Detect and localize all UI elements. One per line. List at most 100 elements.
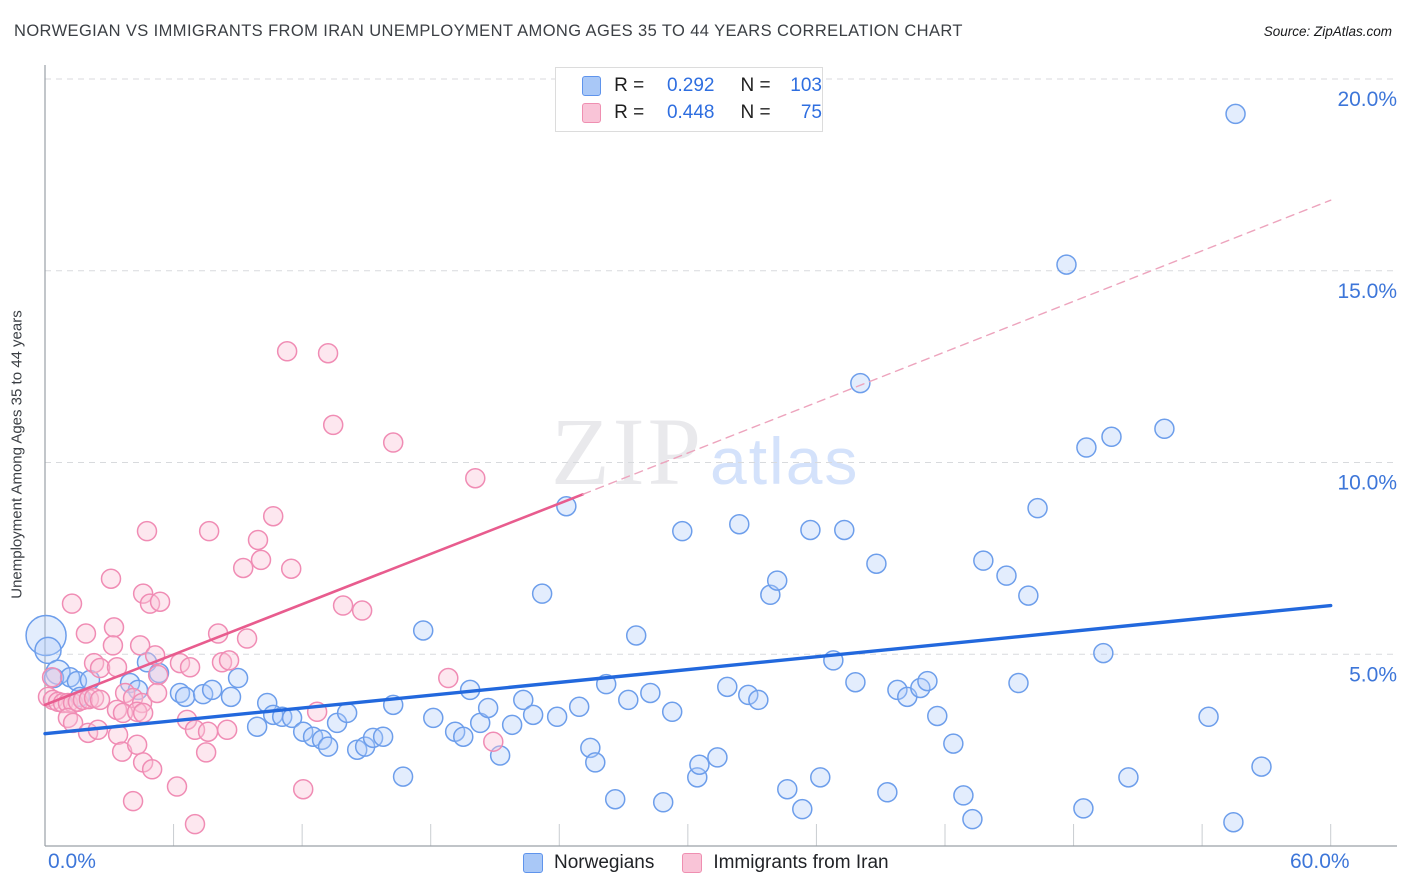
data-point-immigrants-from-iran[interactable] xyxy=(61,593,83,614)
data-point-immigrants-from-iran[interactable] xyxy=(166,776,188,797)
data-point-immigrants-from-iran[interactable] xyxy=(75,623,97,644)
data-point-norwegians[interactable] xyxy=(220,686,242,708)
data-point-norwegians[interactable] xyxy=(1225,103,1246,125)
data-point-immigrants-from-iran[interactable] xyxy=(438,667,459,689)
data-point-immigrants-from-iran[interactable] xyxy=(100,568,122,589)
data-point-norwegians[interactable] xyxy=(1008,672,1029,694)
data-point-norwegians[interactable] xyxy=(810,767,831,788)
data-point-norwegians[interactable] xyxy=(585,752,606,773)
data-point-norwegians[interactable] xyxy=(522,704,544,726)
data-point-norwegians[interactable] xyxy=(513,689,534,711)
data-point-norwegians[interactable] xyxy=(717,676,738,698)
data-point-norwegians[interactable] xyxy=(845,671,866,693)
data-point-immigrants-from-iran[interactable] xyxy=(41,667,63,688)
data-point-norwegians[interactable] xyxy=(1073,798,1094,819)
data-point-norwegians[interactable] xyxy=(1251,756,1272,777)
data-point-norwegians[interactable] xyxy=(1118,767,1139,788)
data-point-norwegians[interactable] xyxy=(850,372,871,394)
data-point-norwegians[interactable] xyxy=(1056,254,1077,275)
data-point-immigrants-from-iran[interactable] xyxy=(179,657,201,678)
data-point-norwegians[interactable] xyxy=(423,707,444,729)
data-point-immigrants-from-iran[interactable] xyxy=(141,759,163,780)
data-point-immigrants-from-iran[interactable] xyxy=(89,657,111,679)
data-point-norwegians[interactable] xyxy=(834,519,855,541)
data-point-norwegians[interactable] xyxy=(1198,706,1219,728)
data-point-immigrants-from-iran[interactable] xyxy=(195,742,217,763)
data-point-norwegians[interactable] xyxy=(962,808,983,830)
data-point-immigrants-from-iran[interactable] xyxy=(216,719,238,741)
data-point-norwegians[interactable] xyxy=(652,792,674,813)
data-point-norwegians[interactable] xyxy=(640,682,661,704)
data-point-norwegians[interactable] xyxy=(973,550,994,571)
data-point-norwegians[interactable] xyxy=(792,798,813,820)
data-point-norwegians[interactable] xyxy=(729,513,750,535)
data-point-norwegians[interactable] xyxy=(1018,585,1039,606)
data-point-immigrants-from-iran[interactable] xyxy=(382,432,404,453)
data-point-immigrants-from-iran[interactable] xyxy=(351,600,373,621)
data-point-immigrants-from-iran[interactable] xyxy=(465,467,486,489)
data-point-norwegians[interactable] xyxy=(1223,811,1244,833)
data-point-norwegians[interactable] xyxy=(877,782,898,803)
data-point-norwegians[interactable] xyxy=(501,714,523,736)
data-point-immigrants-from-iran[interactable] xyxy=(247,529,269,551)
data-point-immigrants-from-iran[interactable] xyxy=(198,520,220,542)
data-point-norwegians[interactable] xyxy=(689,754,710,775)
data-point-norwegians[interactable] xyxy=(661,701,683,723)
data-point-immigrants-from-iran[interactable] xyxy=(132,702,154,724)
data-point-immigrants-from-iran[interactable] xyxy=(184,813,206,835)
data-point-immigrants-from-iran[interactable] xyxy=(292,778,314,800)
data-point-immigrants-from-iran[interactable] xyxy=(483,731,504,752)
data-point-immigrants-from-iran[interactable] xyxy=(322,414,344,436)
data-point-norwegians[interactable] xyxy=(412,620,434,641)
data-point-norwegians[interactable] xyxy=(866,553,887,574)
data-point-immigrants-from-iran[interactable] xyxy=(132,583,154,604)
data-point-norwegians[interactable] xyxy=(1101,426,1122,448)
data-point-norwegians[interactable] xyxy=(943,733,964,754)
data-point-immigrants-from-iran[interactable] xyxy=(122,790,144,812)
data-point-immigrants-from-iran[interactable] xyxy=(102,635,124,656)
data-point-immigrants-from-iran[interactable] xyxy=(126,701,148,723)
data-point-norwegians[interactable] xyxy=(119,672,141,694)
data-point-immigrants-from-iran[interactable] xyxy=(149,591,171,612)
data-point-norwegians[interactable] xyxy=(953,785,974,806)
data-point-norwegians[interactable] xyxy=(317,736,339,757)
data-point-immigrants-from-iran[interactable] xyxy=(332,595,354,616)
data-point-norwegians[interactable] xyxy=(227,667,249,689)
data-point-immigrants-from-iran[interactable] xyxy=(136,520,158,542)
data-point-norwegians[interactable] xyxy=(618,689,639,711)
data-point-norwegians[interactable] xyxy=(174,686,196,708)
data-point-norwegians[interactable] xyxy=(625,625,647,646)
data-point-immigrants-from-iran[interactable] xyxy=(139,593,161,614)
data-point-norwegians[interactable] xyxy=(777,778,798,800)
data-point-norwegians[interactable] xyxy=(766,570,788,591)
data-point-immigrants-from-iran[interactable] xyxy=(211,652,233,673)
data-point-norwegians[interactable] xyxy=(336,702,358,724)
data-point-norwegians[interactable] xyxy=(748,689,769,711)
data-point-norwegians[interactable] xyxy=(800,519,821,541)
data-point-immigrants-from-iran[interactable] xyxy=(276,341,298,362)
data-point-immigrants-from-iran[interactable] xyxy=(169,652,191,674)
data-point-norwegians[interactable] xyxy=(1093,642,1114,664)
data-point-norwegians[interactable] xyxy=(453,726,474,747)
data-point-immigrants-from-iran[interactable] xyxy=(197,721,219,742)
data-point-norwegians[interactable] xyxy=(927,705,948,727)
data-point-norwegians[interactable] xyxy=(1027,497,1048,519)
data-point-norwegians[interactable] xyxy=(34,636,62,665)
data-point-immigrants-from-iran[interactable] xyxy=(280,558,302,579)
data-point-norwegians[interactable] xyxy=(687,767,708,788)
data-point-immigrants-from-iran[interactable] xyxy=(146,682,168,704)
data-point-norwegians[interactable] xyxy=(738,684,759,706)
data-point-norwegians[interactable] xyxy=(672,520,693,542)
data-point-norwegians[interactable] xyxy=(531,583,553,604)
data-point-immigrants-from-iran[interactable] xyxy=(126,734,148,756)
data-point-immigrants-from-iran[interactable] xyxy=(236,628,258,649)
data-point-immigrants-from-iran[interactable] xyxy=(317,342,339,364)
data-point-norwegians[interactable] xyxy=(292,721,314,742)
data-point-norwegians[interactable] xyxy=(707,747,728,768)
data-point-norwegians[interactable] xyxy=(1076,437,1097,458)
data-point-immigrants-from-iran[interactable] xyxy=(147,664,169,686)
data-point-norwegians[interactable] xyxy=(392,766,414,787)
data-point-norwegians[interactable] xyxy=(1154,418,1175,440)
data-point-immigrants-from-iran[interactable] xyxy=(262,505,284,527)
data-point-norwegians[interactable] xyxy=(604,788,626,810)
